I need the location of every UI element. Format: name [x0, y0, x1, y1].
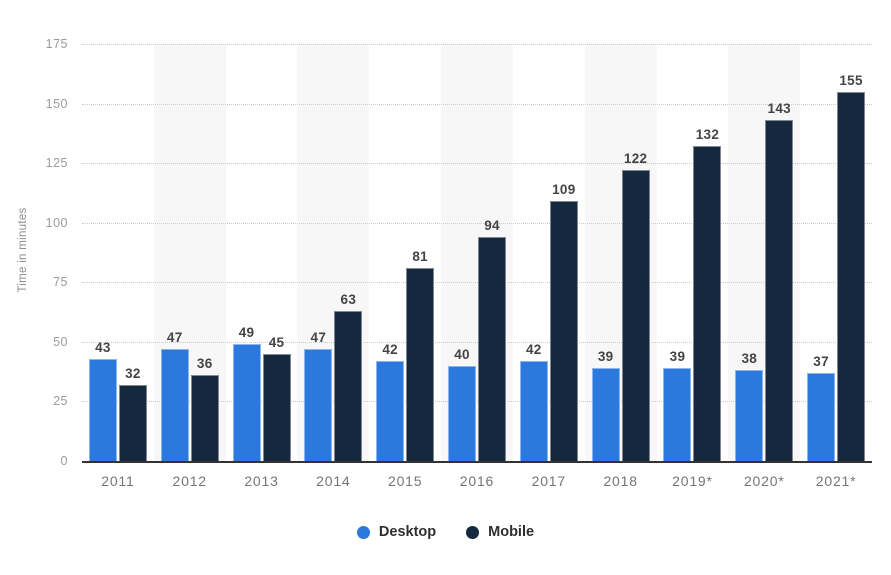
- value-label-desktop-2013: 49: [238, 325, 255, 341]
- x-axis-line: [82, 461, 872, 463]
- y-tick-label-25: 25: [53, 394, 68, 409]
- bar-mobile-2013[interactable]: [262, 353, 291, 461]
- x-tick-label-2017: 2017: [531, 473, 566, 489]
- value-label-desktop-2020: 38: [741, 351, 758, 367]
- bar-desktop-2014[interactable]: [304, 349, 333, 461]
- x-tick-label-2015: 2015: [387, 473, 423, 489]
- value-label-desktop-2012: 47: [166, 330, 183, 346]
- bar-desktop-2021[interactable]: [807, 372, 836, 461]
- x-tick-label-2012: 2012: [172, 473, 207, 489]
- x-tick-label-2016: 2016: [459, 473, 495, 489]
- x-tick-label-2011: 2011: [101, 473, 135, 489]
- value-label-mobile-2019: 132: [695, 127, 720, 143]
- x-tick-label-2020: 2020*: [743, 473, 785, 489]
- y-tick-label-125: 125: [45, 156, 68, 171]
- value-label-mobile-2015: 81: [412, 249, 428, 264]
- bar-mobile-2012[interactable]: [190, 375, 219, 461]
- gridline-150: [82, 103, 872, 105]
- legend-item-mobile[interactable]: Mobile: [466, 524, 534, 540]
- value-label-mobile-2021: 155: [839, 72, 863, 88]
- legend-label-desktop: Desktop: [378, 524, 437, 540]
- value-label-desktop-2016: 40: [454, 346, 470, 362]
- legend-marker-desktop-icon: [356, 525, 370, 539]
- bar-desktop-2020[interactable]: [735, 370, 764, 461]
- gridline-125: [82, 163, 872, 165]
- value-label-desktop-2021: 37: [813, 353, 829, 369]
- bar-mobile-2020[interactable]: [765, 120, 794, 461]
- value-label-mobile-2012: 36: [196, 356, 213, 372]
- gridline-175: [82, 44, 872, 45]
- value-label-desktop-2011: 43: [95, 339, 111, 355]
- x-tick-label-2018: 2018: [603, 473, 638, 489]
- y-tick-label-50: 50: [53, 334, 68, 349]
- value-label-desktop-2019: 39: [669, 349, 686, 365]
- value-label-desktop-2014: 47: [310, 330, 327, 346]
- bar-mobile-2011[interactable]: [118, 384, 147, 461]
- value-label-mobile-2017: 109: [552, 182, 576, 198]
- bar-desktop-2018[interactable]: [591, 368, 620, 461]
- plot-area: 0 25 50 75 100 125 150 175 43 47 49 47 42 40 42 39 39 38 3…: [46, 37, 872, 489]
- bar-desktop-2017[interactable]: [519, 360, 548, 461]
- y-tick-label-100: 100: [45, 215, 68, 230]
- value-label-mobile-2014: 63: [340, 291, 357, 307]
- x-tick-label-2013: 2013: [244, 473, 279, 489]
- bar-desktop-2012[interactable]: [160, 349, 189, 461]
- bar-desktop-2015[interactable]: [376, 360, 405, 461]
- bar-mobile-2018[interactable]: [621, 170, 650, 461]
- bar-desktop-2011[interactable]: [88, 358, 117, 461]
- value-label-mobile-2018: 122: [623, 151, 648, 167]
- value-label-mobile-2013: 45: [268, 334, 285, 350]
- y-tick-label-75: 75: [53, 275, 68, 290]
- bar-desktop-2013[interactable]: [232, 344, 261, 461]
- gridline-75: [82, 282, 872, 284]
- value-label-desktop-2018: 39: [597, 349, 614, 365]
- x-tick-label-2014: 2014: [316, 473, 351, 489]
- value-label-mobile-2020: 143: [767, 101, 791, 117]
- y-tick-label-150: 150: [45, 96, 68, 111]
- value-label-desktop-2017: 42: [526, 341, 542, 357]
- value-label-mobile-2016: 94: [484, 218, 500, 234]
- bar-mobile-2015[interactable]: [406, 268, 435, 461]
- value-label-mobile-2011: 32: [125, 365, 141, 381]
- x-tick-label-2019: 2019*: [672, 473, 713, 489]
- gridline-100: [82, 222, 872, 224]
- bar-desktop-2019[interactable]: [663, 368, 692, 461]
- gridline-50: [82, 341, 872, 343]
- value-label-desktop-2015: 42: [382, 341, 398, 357]
- x-tick-label-2021: 2021*: [815, 473, 857, 489]
- legend-marker-mobile-icon: [466, 525, 480, 539]
- bar-mobile-2021[interactable]: [837, 91, 866, 461]
- bar-mobile-2014[interactable]: [334, 310, 363, 461]
- y-tick-label-0: 0: [60, 454, 68, 468]
- bar-mobile-2019[interactable]: [693, 146, 722, 461]
- legend-item-desktop[interactable]: Desktop: [356, 524, 437, 540]
- bar-mobile-2017[interactable]: [549, 201, 578, 461]
- gridline-25: [82, 401, 872, 403]
- legend-label-mobile: Mobile: [488, 524, 535, 540]
- legend: Desktop Mobile: [0, 521, 891, 543]
- bar-mobile-2016[interactable]: [478, 237, 506, 461]
- y-tick-label-175: 175: [45, 37, 68, 51]
- bar-desktop-2016[interactable]: [448, 365, 476, 461]
